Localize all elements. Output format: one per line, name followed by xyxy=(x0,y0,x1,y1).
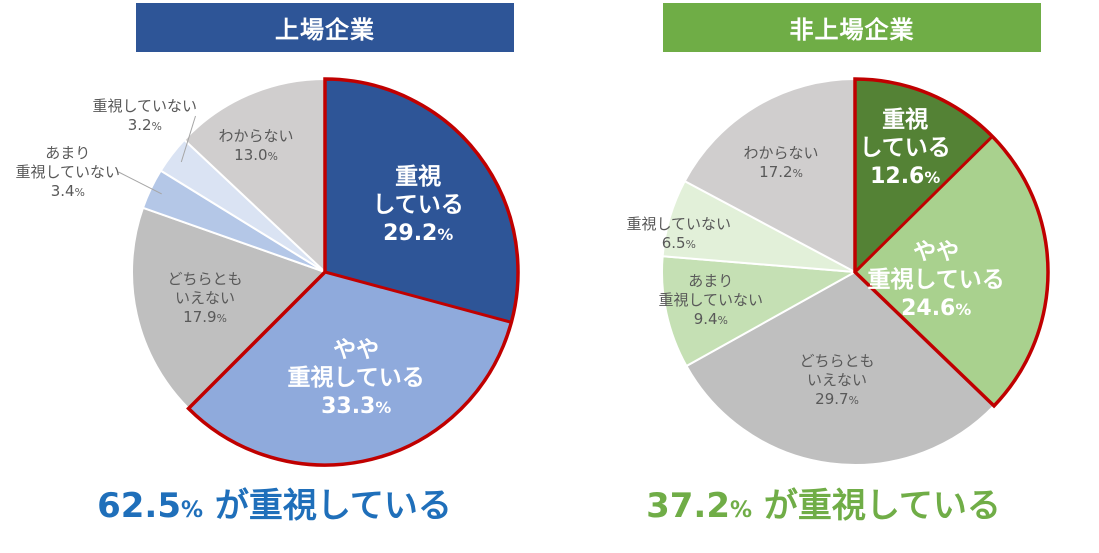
unlisted-slice-label-3: あまり 重視していない 9.4% xyxy=(659,272,764,328)
listed-slice-value-0: 29.2% xyxy=(383,221,454,246)
unlisted-slice-label-2-line-1: いえない xyxy=(807,370,868,389)
unlisted-highlight-divider xyxy=(853,135,994,274)
unlisted-slice-label-2-line-0: どちらとも xyxy=(799,352,875,370)
listed-slice-label-3-line-0: あまり xyxy=(45,144,91,162)
unlisted-slice-label-1-line-1: 重視している xyxy=(867,267,1005,294)
listed-slice-label-0: 重視 している 29.2% xyxy=(373,163,464,248)
listed-slice-value-3: 3.4% xyxy=(50,181,85,200)
unlisted-slice-label-5: わからない 17.2% xyxy=(744,144,819,182)
unlisted-slice-value-4: 6.5% xyxy=(661,233,696,252)
unlisted-summary-text: が重視している xyxy=(752,486,1001,526)
listed-slice-value-5: 13.0% xyxy=(234,145,278,164)
unlisted-slice-value-2: 29.7% xyxy=(815,389,859,408)
listed-slice-label-3-line-1: 重視していない xyxy=(15,162,121,181)
unlisted-companies-title: 非上場企業 xyxy=(663,3,1041,52)
unlisted-slice-label-0: 重視 している 12.6% xyxy=(860,106,951,191)
unlisted-slice-label-0-line-0: 重視 xyxy=(882,106,929,133)
listed-highlight-divider xyxy=(324,270,512,324)
listed-slice-value-2: 17.9% xyxy=(183,307,227,326)
listed-slice-label-2-line-0: どちらとも xyxy=(167,270,243,288)
listed-slice-5 xyxy=(182,77,326,275)
listed-slice-label-0-line-1: している xyxy=(372,192,464,219)
listed-leader-line-4 xyxy=(180,115,196,163)
unlisted-slice-label-4-line-0: 重視していない xyxy=(626,215,732,233)
listed-slice-label-5-line-0: わからない xyxy=(218,127,294,145)
listed-slice-label-1-line-0: やや xyxy=(333,336,380,363)
unlisted-slice-5 xyxy=(683,77,856,274)
listed-slice-label-5: わからない 13.0% xyxy=(219,127,294,165)
unlisted-companies-panel: 非上場企業 37.2% が重視している 重視 している 12.6% やや 重視している 2… xyxy=(549,0,1098,553)
listed-highlight-outline xyxy=(186,77,520,467)
unlisted-pie-chart xyxy=(661,77,1050,466)
listed-companies-title: 上場企業 xyxy=(136,3,514,52)
unlisted-highlight-outline xyxy=(853,77,1050,409)
listed-slice-label-1: やや 重視している 33.3% xyxy=(288,336,425,421)
unlisted-slice-label-1: やや 重視している 24.6% xyxy=(868,238,1005,323)
listed-leader-line-3 xyxy=(118,171,162,195)
listed-slice-label-3: あまり 重視していない 3.4% xyxy=(16,144,121,200)
unlisted-slice-label-3-line-1: 重視していない xyxy=(658,290,764,309)
listed-slice-label-4-line-0: 重視していない xyxy=(92,97,198,115)
unlisted-slice-label-3-line-0: あまり xyxy=(688,272,734,290)
listed-pie-chart xyxy=(118,77,520,467)
unlisted-slice-2 xyxy=(685,270,996,466)
unlisted-summary-value: 37.2 xyxy=(646,486,730,526)
unlisted-slice-value-1: 24.6% xyxy=(901,296,972,321)
unlisted-slice-3 xyxy=(661,255,859,368)
listed-summary-unit: % xyxy=(181,498,204,523)
unlisted-slice-label-2: どちらとも いえない 29.7% xyxy=(800,352,875,408)
listed-summary: 62.5% が重視している xyxy=(0,478,549,527)
unlisted-slice-label-0-line-1: している xyxy=(859,135,951,162)
listed-slice-value-1: 33.3% xyxy=(321,394,392,419)
unlisted-slice-label-5-line-0: わからない xyxy=(743,144,819,162)
listed-slice-label-2: どちらとも いえない 17.9% xyxy=(168,270,243,326)
unlisted-slice-label-4: 重視していない 6.5% xyxy=(627,215,732,253)
listed-slice-label-4: 重視していない 3.2% xyxy=(93,97,198,135)
listed-companies-panel: 上場企業 62.5% が重視している 重視 している 29.2% やや 重視している 33… xyxy=(0,0,549,553)
listed-slice-label-0-line-0: 重視 xyxy=(395,163,442,190)
unlisted-summary-unit: % xyxy=(730,498,753,523)
unlisted-slice-label-1-line-0: やや xyxy=(913,238,960,265)
listed-summary-value: 62.5 xyxy=(97,486,181,526)
listed-summary-text: が重視している xyxy=(203,486,452,526)
unlisted-slice-value-3: 9.4% xyxy=(693,309,728,328)
unlisted-summary: 37.2% が重視している xyxy=(549,478,1098,527)
listed-slice-value-4: 3.2% xyxy=(127,115,162,134)
unlisted-slice-value-0: 12.6% xyxy=(870,164,941,189)
unlisted-slice-value-5: 17.2% xyxy=(759,162,803,181)
listed-slice-label-2-line-1: いえない xyxy=(175,288,236,307)
listed-slice-2 xyxy=(131,206,327,410)
listed-slice-label-1-line-1: 重視している xyxy=(287,365,425,392)
